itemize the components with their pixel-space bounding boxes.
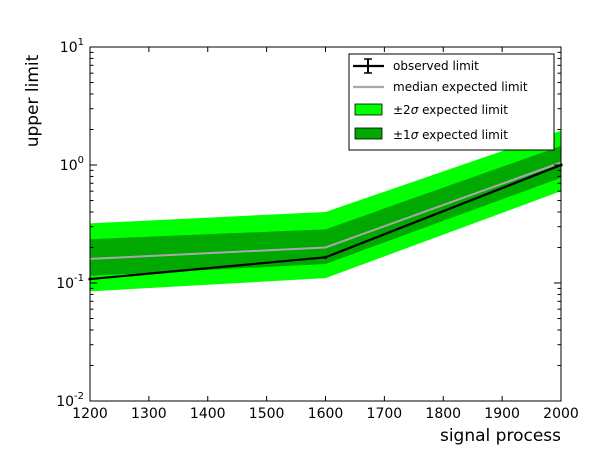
y-tick-label: 10-1: [56, 273, 84, 292]
x-tick-label: 1600: [308, 406, 344, 422]
legend-median-label: median expected limit: [393, 80, 528, 94]
x-tick-label: 1300: [131, 406, 167, 422]
x-tick-label: 2000: [543, 406, 579, 422]
legend-observed-label: observed limit: [393, 59, 479, 73]
legend-frame: [348, 53, 555, 151]
y-axis-label: upper limit: [23, 54, 43, 147]
x-axis-label: signal process: [440, 426, 561, 446]
legend-band2-swatch: [354, 103, 383, 116]
legend-band1-label: ±1σ expected limit: [393, 128, 508, 142]
legend-band2-label: ±2σ expected limit: [393, 103, 508, 117]
y-tick-label: 101: [60, 37, 84, 56]
x-tick-label: 1800: [425, 406, 461, 422]
x-tick-label: 1200: [72, 406, 108, 422]
y-tick-label: 10-2: [56, 391, 84, 410]
x-tick-label: 1500: [249, 406, 285, 422]
median-expected-line: [89, 161, 562, 260]
x-tick-label: 1400: [190, 406, 226, 422]
legend: observed limit median expected limit ±2σ…: [348, 53, 555, 151]
axis-ticks: 1200 1300 1400 1500 1600 1700 1800 1900 2000 10-2…: [56, 37, 579, 422]
y-tick-label: 100: [60, 155, 84, 174]
plot-area: [88, 130, 563, 292]
observed-limit-point: [323, 255, 328, 259]
legend-band1-swatch: [354, 127, 383, 140]
x-tick-label: 1900: [484, 406, 520, 422]
x-tick-label: 1700: [367, 406, 403, 422]
band-1sigma: [90, 145, 561, 276]
